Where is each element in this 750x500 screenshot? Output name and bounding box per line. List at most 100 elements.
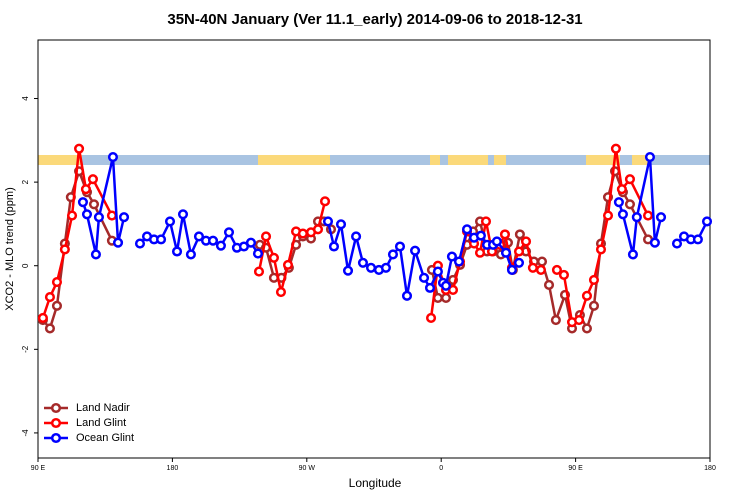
point (319, 196, 331, 207)
point (500, 247, 512, 258)
point (475, 230, 486, 241)
point (491, 236, 502, 247)
x-tick-label: 90 W (299, 465, 316, 472)
point (312, 224, 324, 235)
point (558, 269, 570, 280)
point (425, 312, 437, 324)
point (701, 216, 713, 227)
point (268, 252, 279, 263)
point (177, 209, 189, 220)
point (418, 272, 430, 283)
legend-marker (50, 432, 62, 444)
point (88, 199, 100, 210)
point (112, 237, 124, 248)
y-tick-label: -4 (21, 429, 30, 437)
point (335, 219, 347, 230)
point (351, 231, 362, 242)
point (610, 143, 621, 154)
point (440, 280, 452, 291)
point (655, 212, 667, 223)
point (357, 257, 368, 268)
point (581, 290, 592, 301)
series-line (41, 148, 650, 324)
point (252, 248, 264, 259)
land-strip (586, 155, 620, 165)
point (424, 282, 436, 293)
point (245, 237, 256, 248)
point (602, 210, 614, 221)
point (573, 315, 585, 326)
point (185, 249, 196, 260)
point (328, 241, 340, 252)
x-tick-label: 90 E (568, 465, 583, 472)
point (499, 229, 511, 240)
point (118, 212, 130, 223)
point (322, 216, 334, 227)
point (520, 236, 532, 247)
point (410, 245, 421, 256)
point (644, 151, 656, 163)
point (193, 231, 205, 242)
point (106, 210, 117, 221)
point (207, 235, 219, 246)
legend-label: Ocean Glint (76, 432, 134, 444)
y-tick-label: 4 (21, 96, 30, 101)
land-strip (632, 155, 648, 165)
point (387, 249, 399, 260)
point (631, 212, 642, 223)
legend-marker (50, 402, 62, 414)
point (365, 262, 377, 273)
point (156, 234, 167, 245)
point (581, 323, 592, 334)
point (536, 256, 548, 267)
point (77, 197, 88, 208)
point (624, 174, 636, 185)
point (171, 246, 183, 257)
point (551, 264, 562, 275)
point (275, 287, 287, 298)
point (440, 292, 452, 303)
point (44, 292, 55, 303)
point (461, 224, 473, 235)
land-strip (494, 155, 506, 165)
surface-strip (38, 155, 710, 165)
point (617, 209, 628, 220)
point (692, 234, 703, 245)
point (215, 240, 226, 251)
point (37, 312, 48, 324)
point (550, 315, 561, 326)
point (297, 228, 308, 239)
x-tick-label: 180 (704, 465, 716, 472)
point (394, 241, 406, 252)
x-axis-label: Longitude (349, 476, 402, 490)
point (90, 249, 101, 260)
plot-frame (37, 39, 711, 459)
point (81, 209, 93, 220)
y-tick-label: 2 (21, 179, 30, 184)
legend-marker (50, 417, 62, 429)
point (588, 300, 600, 311)
point (616, 184, 627, 195)
point (93, 212, 104, 223)
point (527, 262, 538, 273)
point (514, 229, 525, 240)
legend-label: Land Nadir (76, 402, 130, 414)
point (446, 251, 458, 262)
point (44, 323, 55, 334)
point (627, 249, 638, 260)
ocean-strip (38, 155, 710, 165)
point (80, 184, 91, 195)
chart-title: 35N-40N January (Ver 11.1_early) 2014-09… (167, 11, 582, 28)
point (87, 174, 99, 185)
point (588, 274, 600, 285)
x-tick-label: 0 (439, 465, 443, 472)
point (613, 197, 624, 208)
point (342, 265, 354, 276)
point (380, 262, 391, 273)
x-tick-label: 90 E (31, 465, 46, 472)
point (624, 199, 636, 210)
point (66, 210, 78, 221)
point (649, 237, 660, 248)
point (595, 244, 607, 255)
point (59, 244, 70, 255)
